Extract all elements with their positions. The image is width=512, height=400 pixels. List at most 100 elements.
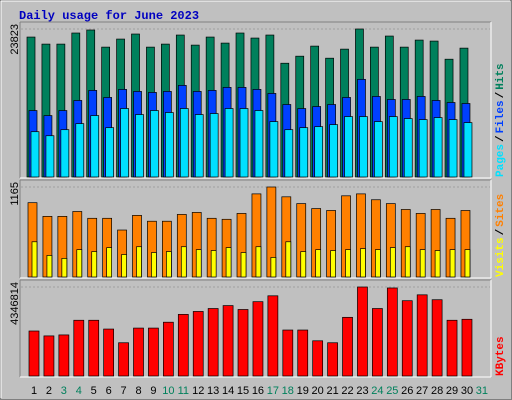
bar — [448, 119, 458, 178]
bar — [359, 116, 368, 178]
bar — [342, 316, 353, 377]
legend-separator: / — [495, 135, 507, 142]
bar — [461, 318, 473, 377]
x-tick-label: 22 — [341, 385, 353, 397]
bar — [372, 308, 383, 377]
bar — [449, 249, 456, 278]
x-tick-label: 11 — [178, 385, 189, 397]
bar — [374, 121, 383, 178]
bar — [284, 129, 294, 178]
bar — [360, 248, 366, 278]
legend-entry: Sites — [495, 194, 507, 227]
bar — [60, 129, 70, 178]
bar — [195, 249, 202, 278]
bar — [433, 117, 443, 178]
legend-entry: Pages — [495, 144, 507, 177]
chart-title: Daily usage for June 2023 — [19, 9, 199, 23]
bar — [327, 342, 338, 377]
bar — [148, 327, 159, 377]
bar — [285, 241, 292, 278]
x-tick-label: 25 — [386, 385, 398, 397]
bar — [389, 247, 396, 278]
bar — [431, 299, 443, 377]
bar — [136, 246, 142, 278]
bar — [330, 250, 336, 278]
bar — [312, 340, 324, 377]
x-tick-label: 18 — [282, 385, 294, 397]
bar — [401, 300, 413, 377]
bar — [255, 246, 262, 278]
y-tick-label: 4346814 — [9, 282, 21, 325]
x-tick-label: 9 — [150, 385, 156, 397]
bar — [166, 251, 172, 278]
bar — [76, 249, 83, 278]
bar — [179, 108, 189, 178]
bar — [163, 321, 174, 377]
bar — [31, 241, 38, 278]
bar — [46, 255, 53, 278]
x-tick-label: 13 — [207, 385, 219, 397]
bar — [150, 110, 159, 178]
x-tick-label: 27 — [416, 385, 428, 397]
bar — [446, 319, 458, 377]
bar — [254, 110, 264, 178]
bar — [252, 301, 264, 377]
bar — [388, 116, 398, 178]
bar — [222, 305, 234, 377]
bar — [329, 124, 338, 178]
bar — [386, 287, 398, 377]
x-tick-label: 1 — [31, 385, 37, 397]
x-tick-label: 4 — [76, 385, 82, 397]
x-tick-label: 3 — [61, 385, 67, 397]
bar — [28, 330, 40, 377]
x-tick-label: 8 — [135, 385, 141, 397]
bar — [177, 314, 189, 377]
bar — [194, 114, 204, 178]
bar — [224, 108, 234, 178]
bar — [121, 254, 127, 278]
bar — [270, 257, 277, 278]
legend-separator: / — [495, 91, 507, 98]
bar — [45, 135, 55, 178]
bar — [315, 249, 322, 278]
bar — [91, 251, 98, 278]
x-tick-label: 20 — [312, 385, 324, 397]
bar — [118, 342, 129, 377]
bar — [464, 249, 471, 278]
x-tick-label: 24 — [371, 385, 383, 397]
bar — [165, 112, 174, 178]
x-tick-label: 17 — [267, 385, 279, 397]
bar — [434, 250, 441, 278]
legend: Visits /Sites — [495, 194, 507, 277]
x-tick-label: 29 — [446, 385, 458, 397]
x-tick-label: 23 — [356, 385, 368, 397]
bar — [106, 247, 113, 278]
bar — [133, 327, 144, 377]
x-tick-label: 16 — [252, 385, 264, 397]
x-tick-label: 21 — [326, 385, 338, 397]
x-tick-label: 7 — [121, 385, 127, 397]
bar — [300, 251, 307, 278]
bar — [314, 126, 324, 178]
bar — [237, 309, 249, 377]
x-tick-label: 14 — [222, 385, 234, 397]
bar — [299, 127, 309, 178]
bar — [419, 249, 426, 278]
x-tick-label: 31 — [476, 385, 488, 397]
bar — [135, 114, 144, 178]
legend-entry: Files — [495, 100, 507, 133]
bar — [30, 131, 40, 178]
legend-entry: KBytes — [495, 336, 507, 376]
bar — [151, 252, 157, 278]
bar — [403, 118, 413, 178]
bar — [357, 286, 368, 377]
bar — [192, 311, 204, 377]
bar — [73, 319, 85, 377]
legend: KBytes — [495, 336, 507, 376]
bar — [210, 250, 217, 278]
bar — [88, 319, 100, 377]
bar — [375, 249, 381, 278]
bar — [344, 116, 353, 178]
legend-entry: Visits — [495, 237, 507, 277]
